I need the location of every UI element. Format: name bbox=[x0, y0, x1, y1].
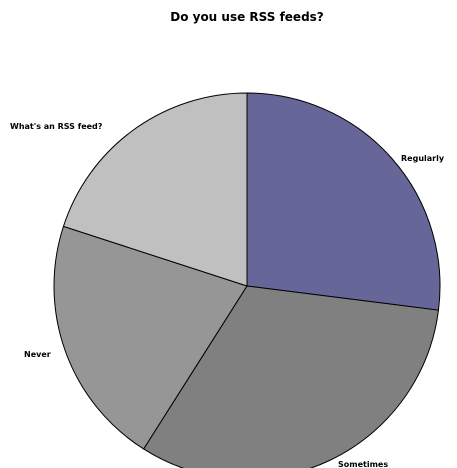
chart-title: Do you use RSS feeds? bbox=[170, 10, 324, 24]
pie-slice-regularly bbox=[246, 92, 441, 311]
slice-label-what-s-an-rss-feed: What's an RSS feed? bbox=[10, 122, 103, 131]
pie-slice-what-s-an-rss-feed bbox=[62, 92, 248, 287]
slice-label-never: Never bbox=[24, 350, 51, 359]
pie-slice-sometimes bbox=[142, 285, 440, 468]
slice-labels: Regularly Sometimes Never What's an RSS fee… bbox=[10, 122, 445, 468]
slice-label-sometimes: Sometimes bbox=[338, 460, 388, 468]
slice-label-regularly: Regularly bbox=[401, 154, 445, 163]
pie-slices bbox=[53, 92, 441, 468]
pie-slice-never bbox=[53, 225, 248, 450]
